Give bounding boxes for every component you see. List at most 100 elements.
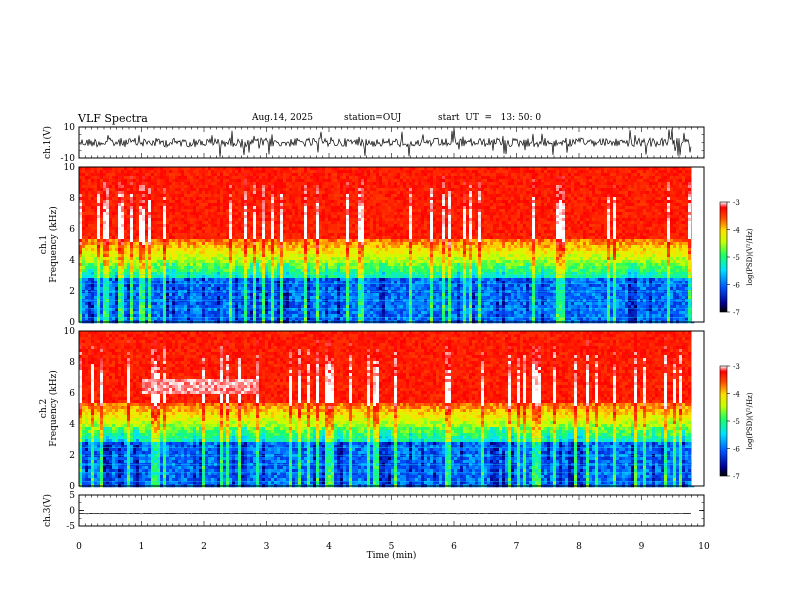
spectrogram-cell bbox=[187, 269, 190, 272]
spectrogram-cell bbox=[124, 305, 127, 308]
spectrogram-cell bbox=[223, 257, 226, 260]
spectrogram-cell bbox=[214, 194, 217, 197]
spectrogram-cell bbox=[124, 215, 127, 218]
spectrogram-cell bbox=[250, 269, 253, 272]
spectrogram-cell bbox=[268, 278, 271, 281]
spectrogram-cell bbox=[253, 170, 256, 173]
spectrogram-cell bbox=[112, 251, 115, 254]
spectrogram-cell bbox=[202, 299, 205, 302]
spectrogram-cell bbox=[109, 242, 112, 245]
spectrogram-cell bbox=[175, 278, 178, 281]
spectrogram-cell bbox=[322, 173, 325, 176]
spectrogram-cell bbox=[100, 287, 103, 290]
spectrogram-cell bbox=[88, 296, 91, 299]
spectrogram-cell bbox=[307, 245, 310, 248]
spectrogram-cell bbox=[211, 188, 214, 191]
spectrogram-cell bbox=[256, 200, 259, 203]
spectrogram-cell bbox=[169, 218, 172, 221]
spectrogram-cell bbox=[166, 194, 169, 197]
spectrogram-cell bbox=[136, 314, 139, 317]
spectrogram-cell bbox=[250, 284, 253, 287]
spectrogram-cell bbox=[85, 179, 88, 182]
spectrogram-cell bbox=[130, 260, 133, 263]
spectrogram-cell bbox=[220, 206, 223, 209]
spectrogram-cell bbox=[238, 173, 241, 176]
spectrogram-cell bbox=[205, 260, 208, 263]
spectrogram-cell bbox=[130, 179, 133, 182]
spectrogram-cell bbox=[214, 287, 217, 290]
spectrogram-cell bbox=[133, 245, 136, 248]
spectrogram-cell bbox=[235, 182, 238, 185]
spectrogram-cell bbox=[262, 281, 265, 284]
spectrogram-cell bbox=[202, 194, 205, 197]
spectrogram-cell bbox=[241, 287, 244, 290]
spectrogram-cell bbox=[334, 305, 337, 308]
spectrogram-cell bbox=[214, 239, 217, 242]
spectrogram-cell bbox=[187, 239, 190, 242]
spectrogram-cell bbox=[262, 182, 265, 185]
spectrogram-cell bbox=[205, 287, 208, 290]
spectrogram-cell bbox=[196, 206, 199, 209]
spectrogram-cell bbox=[157, 248, 160, 251]
spectrogram-cell bbox=[166, 206, 169, 209]
spectrogram-cell bbox=[256, 194, 259, 197]
spectrogram-cell bbox=[160, 206, 163, 209]
spectrogram-cell bbox=[187, 218, 190, 221]
spectrogram-cell bbox=[172, 230, 175, 233]
spectrogram-cell bbox=[85, 233, 88, 236]
spectrogram-cell bbox=[163, 212, 166, 215]
spectrogram-cell bbox=[241, 203, 244, 206]
spectrogram-cell bbox=[154, 191, 157, 194]
spectrogram-cell bbox=[271, 206, 274, 209]
spectrogram-cell bbox=[265, 209, 268, 212]
spectrogram-cell bbox=[190, 266, 193, 269]
spectrogram-cell bbox=[94, 173, 97, 176]
spectrogram-cell bbox=[241, 299, 244, 302]
spectrogram-cell bbox=[166, 239, 169, 242]
spectrogram-cell bbox=[166, 173, 169, 176]
spectrogram-cell bbox=[202, 188, 205, 191]
spectrogram-cell bbox=[163, 248, 166, 251]
spectrogram-cell bbox=[97, 194, 100, 197]
spectrogram-cell bbox=[112, 257, 115, 260]
spectrogram-cell bbox=[145, 200, 148, 203]
spectrogram-cell bbox=[85, 200, 88, 203]
spectrogram-cell bbox=[160, 215, 163, 218]
spectrogram-cell bbox=[154, 260, 157, 263]
spectrogram-cell bbox=[238, 191, 241, 194]
spectrogram-cell bbox=[247, 281, 250, 284]
spectrogram-cell bbox=[271, 200, 274, 203]
spectrogram-cell bbox=[160, 179, 163, 182]
spectrogram-cell bbox=[304, 275, 307, 278]
spectrogram-cell bbox=[235, 221, 238, 224]
spectrogram-cell bbox=[127, 182, 130, 185]
spectrogram-cell bbox=[172, 227, 175, 230]
spectrogram-cell bbox=[148, 263, 151, 266]
spectrogram-cell bbox=[259, 173, 262, 176]
spectrogram-cell bbox=[85, 206, 88, 209]
spectrogram-cell bbox=[331, 275, 334, 278]
spectrogram-cell bbox=[208, 224, 211, 227]
spectrogram-cell bbox=[124, 221, 127, 224]
spectrogram-cell bbox=[175, 197, 178, 200]
spectrogram-cell bbox=[169, 245, 172, 248]
spectrogram-cell bbox=[169, 170, 172, 173]
spectrogram-cell bbox=[274, 302, 277, 305]
spectrogram-cell bbox=[295, 182, 298, 185]
spectrogram-cell bbox=[244, 248, 247, 251]
spectrogram-cell bbox=[226, 299, 229, 302]
spectrogram-cell bbox=[136, 215, 139, 218]
spectrogram-cell bbox=[253, 191, 256, 194]
spectrogram-cell bbox=[253, 197, 256, 200]
spectrogram-cell bbox=[196, 179, 199, 182]
spectrogram-cell bbox=[142, 236, 145, 239]
spectrogram-cell bbox=[196, 278, 199, 281]
spectrogram-cell bbox=[250, 311, 253, 314]
spectrogram-cell bbox=[244, 245, 247, 248]
spectrogram-cell bbox=[283, 236, 286, 239]
spectrogram-cell bbox=[169, 176, 172, 179]
spectrogram-cell bbox=[211, 197, 214, 200]
spectrogram-cell bbox=[307, 314, 310, 317]
spectrogram-cell bbox=[166, 269, 169, 272]
spectrogram-cell bbox=[178, 302, 181, 305]
